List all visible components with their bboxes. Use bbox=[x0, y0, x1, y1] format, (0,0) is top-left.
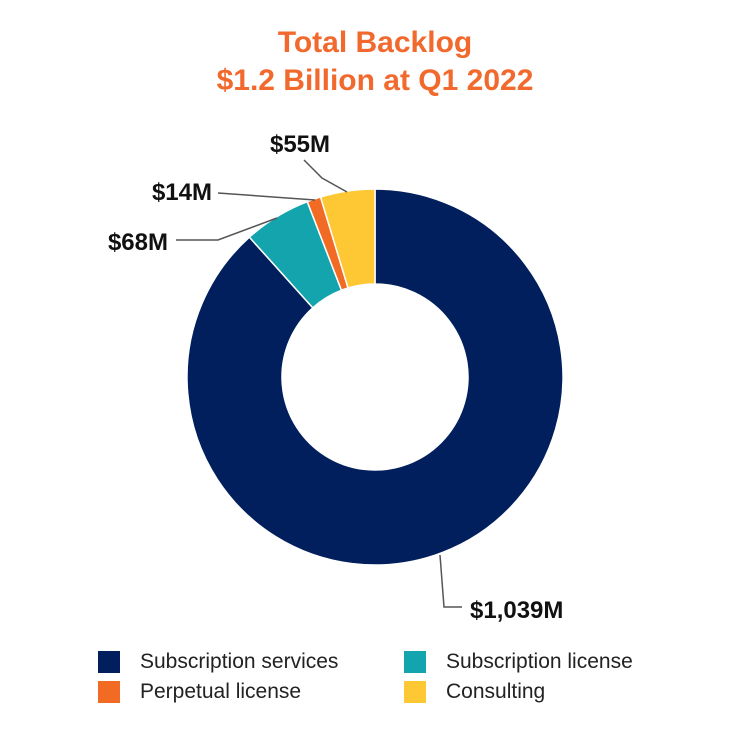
chart-subtitle: $1.2 Billion at Q1 2022 bbox=[216, 64, 534, 97]
donut-chart: $1,039M $68M $14M $55M bbox=[108, 131, 564, 624]
legend-item-subscription-services: Subscription services bbox=[98, 650, 404, 674]
data-label-consulting: $55M bbox=[270, 131, 330, 158]
leader-line-subscription-license bbox=[176, 217, 278, 241]
donut-slice-subscription-services bbox=[186, 188, 564, 566]
legend-swatch-subscription-services bbox=[98, 651, 120, 673]
legend-label-perpetual-license: Perpetual license bbox=[140, 680, 302, 703]
data-label-perpetual-license: $14M bbox=[152, 179, 212, 206]
legend-item-consulting: Consulting bbox=[404, 680, 698, 704]
legend-item-perpetual-license: Perpetual license bbox=[98, 680, 404, 704]
legend-label-subscription-license: Subscription license bbox=[446, 650, 633, 673]
legend-swatch-perpetual-license bbox=[98, 681, 120, 703]
chart-title: Total Backlog bbox=[277, 26, 473, 59]
legend-swatch-consulting bbox=[404, 681, 426, 703]
chart-legend: Subscription services Subscription licen… bbox=[98, 650, 698, 704]
data-label-subscription-license: $68M bbox=[108, 229, 168, 256]
leader-line-consulting bbox=[303, 159, 348, 193]
leader-line-subscription-services bbox=[439, 554, 462, 608]
legend-label-consulting: Consulting bbox=[446, 680, 546, 703]
leader-line-perpetual-license bbox=[217, 192, 316, 201]
data-label-subscription-services: $1,039M bbox=[470, 597, 563, 624]
legend-item-subscription-license: Subscription license bbox=[404, 650, 698, 674]
donut-slice-consulting bbox=[319, 188, 376, 289]
legend-swatch-subscription-license bbox=[404, 651, 426, 673]
legend-label-subscription-services: Subscription services bbox=[140, 650, 339, 673]
